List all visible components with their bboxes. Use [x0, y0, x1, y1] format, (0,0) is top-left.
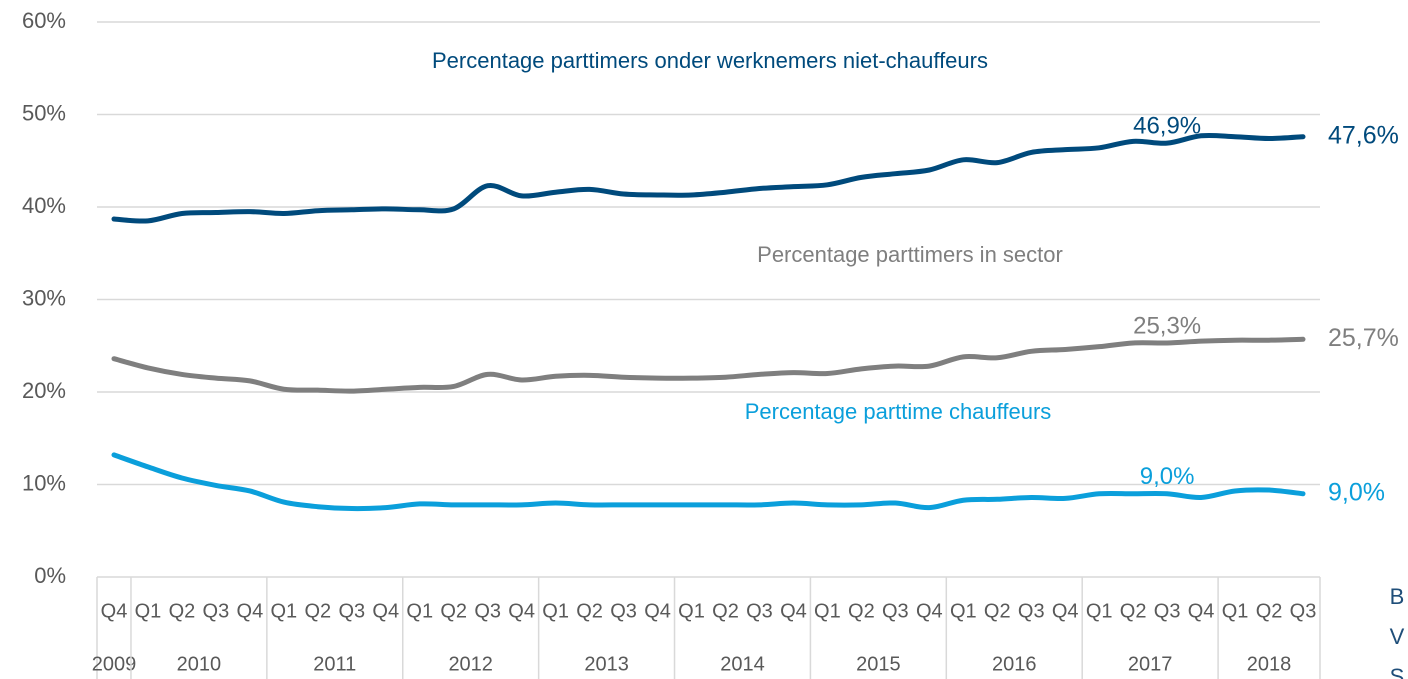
year-label: 2014	[720, 653, 765, 675]
year-label: 2018	[1247, 653, 1292, 675]
side-text: B	[1390, 584, 1405, 609]
value-label: 9,0%	[1140, 463, 1195, 490]
x-tick-label: Q2	[169, 600, 196, 622]
x-tick-label: Q2	[848, 600, 875, 622]
x-tick-label: Q3	[610, 600, 637, 622]
series-label: Percentage parttimers in sector	[757, 242, 1063, 267]
x-tick-label: Q3	[1290, 600, 1317, 622]
y-tick-label: 40%	[22, 193, 66, 218]
x-tick-label: Q2	[1256, 600, 1283, 622]
x-tick-label: Q4	[237, 600, 264, 622]
year-label: 2015	[856, 653, 901, 675]
x-tick-label: Q2	[304, 600, 331, 622]
year-label: 2016	[992, 653, 1037, 675]
x-tick-label: Q1	[1222, 600, 1249, 622]
x-tick-label: Q4	[916, 600, 943, 622]
side-text: V	[1390, 624, 1405, 649]
x-tick-label: Q2	[712, 600, 739, 622]
x-tick-label: Q1	[814, 600, 841, 622]
y-tick-label: 50%	[22, 100, 66, 125]
year-label: 2009	[92, 653, 137, 675]
series-label: Percentage parttimers onder werknemers n…	[432, 48, 988, 73]
value-label: 9,0%	[1328, 478, 1385, 506]
year-label: 2011	[313, 653, 356, 675]
x-tick-label: Q4	[372, 600, 399, 622]
x-tick-label: Q1	[678, 600, 705, 622]
x-tick-label: Q4	[1052, 600, 1079, 622]
x-tick-label: Q4	[101, 600, 128, 622]
value-label: 47,6%	[1328, 121, 1399, 149]
x-tick-label: Q1	[1086, 600, 1113, 622]
series-line	[111, 452, 1306, 512]
x-tick-label: Q2	[576, 600, 603, 622]
x-tick-label: Q3	[1018, 600, 1045, 622]
x-tick-label: Q1	[950, 600, 977, 622]
year-label: 2012	[448, 653, 493, 675]
x-tick-label: Q3	[746, 600, 773, 622]
x-tick-label: Q4	[644, 600, 671, 622]
value-label: 25,7%	[1328, 324, 1399, 352]
side-text: S	[1390, 664, 1405, 679]
value-label: 46,9%	[1133, 113, 1201, 140]
y-tick-label: 30%	[22, 285, 66, 310]
x-tick-label: Q3	[203, 600, 230, 622]
x-tick-label: Q1	[135, 600, 162, 622]
year-label: 2017	[1128, 653, 1173, 675]
y-tick-label: 60%	[22, 8, 66, 33]
year-label: 2013	[584, 653, 629, 675]
y-tick-label: 10%	[22, 470, 66, 495]
x-tick-label: Q3	[338, 600, 365, 622]
x-tick-label: Q2	[984, 600, 1011, 622]
series-line	[111, 336, 1306, 394]
x-tick-label: Q3	[474, 600, 501, 622]
x-tick-label: Q1	[542, 600, 569, 622]
x-tick-label: Q3	[882, 600, 909, 622]
year-label: 2010	[177, 653, 222, 675]
y-tick-label: 0%	[34, 563, 66, 588]
x-tick-label: Q1	[406, 600, 433, 622]
x-tick-label: Q4	[508, 600, 535, 622]
series-line	[111, 132, 1306, 224]
x-tick-label: Q4	[780, 600, 807, 622]
series-label: Percentage parttime chauffeurs	[745, 399, 1052, 424]
x-tick-label: Q2	[440, 600, 467, 622]
y-tick-label: 20%	[22, 378, 66, 403]
value-label: 25,3%	[1133, 312, 1201, 339]
x-tick-label: Q4	[1188, 600, 1215, 622]
x-tick-label: Q1	[271, 600, 298, 622]
x-tick-label: Q2	[1120, 600, 1147, 622]
x-tick-label: Q3	[1154, 600, 1181, 622]
